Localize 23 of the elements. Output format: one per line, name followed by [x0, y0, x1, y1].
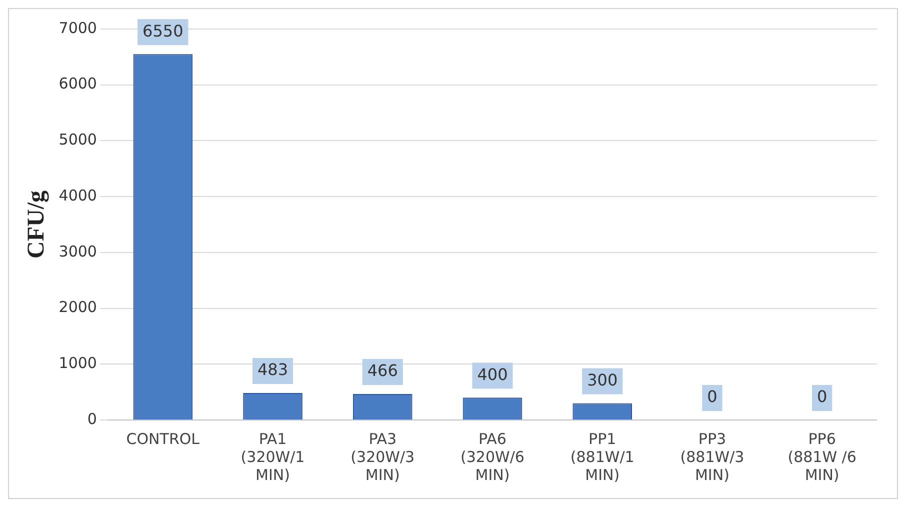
- x-tick-label: PP6 (881W /6 MIN): [788, 430, 856, 484]
- x-tick-label: PP3 (881W/3 MIN): [680, 430, 744, 484]
- data-label: 466: [367, 361, 398, 380]
- y-axis-title: CFU/g: [24, 190, 50, 258]
- y-tick-label: 5000: [58, 130, 97, 149]
- y-tick-label: 2000: [58, 298, 97, 316]
- data-label: 0: [816, 387, 828, 406]
- x-tick-label: CONTROL: [126, 430, 200, 448]
- data-label: 400: [477, 364, 508, 384]
- x-tick-label: PA6 (320W/6 MIN): [460, 430, 524, 484]
- y-tick-label: 6000: [58, 74, 97, 93]
- x-tick-label: PA3 (320W/3 MIN): [350, 430, 415, 484]
- data-label: 300: [587, 370, 618, 390]
- data-label: 0: [707, 387, 718, 406]
- y-tick-label: 4000: [58, 186, 97, 204]
- x-tick-label: PA1 (320W/1 MIN): [240, 430, 305, 484]
- y-tick-label: 7000: [58, 18, 97, 37]
- y-tick-label: 1000: [58, 354, 97, 372]
- y-tick-label: 0: [87, 410, 97, 428]
- data-label: 483: [257, 360, 288, 380]
- data-label: 6550: [142, 21, 184, 40]
- x-tick-label: PP1 (881W/1 MIN): [570, 430, 634, 484]
- y-tick-label: 3000: [58, 242, 97, 260]
